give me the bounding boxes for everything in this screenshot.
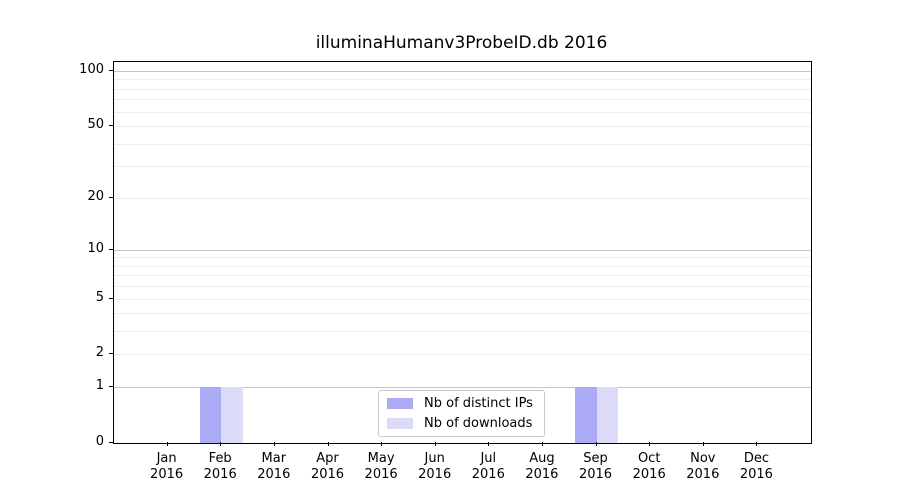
x-tick-month: Jan [156, 451, 177, 466]
x-tick-year: 2016 [686, 467, 720, 482]
x-tick-dec [756, 442, 758, 446]
x-tick-year: 2016 [310, 467, 345, 482]
x-tick-year: 2016 [739, 467, 773, 482]
x-tick-year: 2016 [418, 467, 452, 482]
x-tick-year: 2016 [364, 467, 398, 482]
legend-label-distinct-ips: Nb of distinct IPs [424, 396, 533, 411]
x-tick-sep [595, 442, 597, 446]
gridline-minor-40 [114, 143, 811, 145]
x-tick-apr [327, 442, 329, 446]
x-tick-label-feb: Feb 2016 [192, 451, 248, 483]
x-tick-label-sep: Sep 2016 [568, 451, 624, 483]
y-tick-20 [109, 196, 113, 198]
x-tick-month: May [367, 451, 395, 466]
x-tick-jan [166, 442, 168, 446]
legend-swatch-downloads [387, 418, 413, 429]
x-tick-label-dec: Dec 2016 [728, 451, 784, 483]
gridline-major-10 [114, 249, 811, 251]
y-tick-label-50: 50 [87, 117, 104, 133]
y-tick-1 [109, 386, 113, 388]
x-tick-label-oct: Oct 2016 [621, 451, 677, 483]
x-tick-label-may: May 2016 [353, 451, 409, 483]
x-tick-year: 2016 [525, 467, 559, 482]
y-tick-label-5: 5 [95, 289, 104, 305]
chart-title: illuminaHumanv3ProbeID.db 2016 [315, 33, 608, 53]
gridline-major-1 [114, 387, 811, 389]
y-tick-0 [109, 442, 113, 443]
gridline-minor-30 [114, 166, 811, 168]
x-tick-oct [649, 442, 651, 446]
x-tick-year: 2016 [471, 467, 505, 482]
gridline-minor-9 [114, 257, 811, 259]
gridline-minor-90 [114, 79, 811, 81]
x-tick-may [381, 442, 383, 446]
x-tick-label-mar: Mar 2016 [246, 451, 302, 483]
gridline-minor-3 [114, 331, 811, 333]
x-tick-year: 2016 [578, 467, 613, 482]
y-tick-50 [109, 125, 113, 127]
x-tick-month: Aug [529, 451, 555, 466]
x-tick-month: Mar [261, 451, 287, 466]
x-tick-jun [434, 442, 436, 446]
y-tick-2 [109, 353, 113, 355]
gridline-minor-60 [114, 111, 811, 113]
x-tick-year: 2016 [632, 467, 666, 482]
gridline-minor-8 [114, 265, 811, 267]
x-tick-month: Jul [480, 451, 497, 466]
x-tick-aug [541, 442, 543, 446]
y-tick-label-1: 1 [95, 378, 104, 394]
x-tick-nov [702, 442, 704, 446]
gridline-minor-6 [114, 286, 811, 288]
legend-swatch-distinct-ips [387, 398, 413, 409]
gridline-minor-4 [114, 313, 811, 315]
x-tick-month: Dec [743, 451, 769, 466]
x-tick-jul [488, 442, 490, 446]
legend-item-distinct-ips: Nb of distinct IPs [387, 395, 536, 412]
legend: Nb of distinct IPs Nb of downloads [378, 390, 545, 437]
gridline-minor-80 [114, 88, 811, 90]
gridline-minor-2 [114, 354, 811, 356]
gridline-minor-7 [114, 275, 811, 277]
x-tick-month: Oct [637, 451, 661, 466]
x-tick-month: Sep [583, 451, 608, 466]
y-tick-label-0: 0 [95, 434, 104, 449]
x-tick-label-aug: Aug 2016 [514, 451, 570, 483]
x-tick-year: 2016 [257, 467, 291, 482]
gridline-minor-20 [114, 197, 811, 199]
x-tick-month: Apr [316, 451, 339, 466]
bar-sep-distinct-ips [575, 387, 597, 443]
y-tick-100 [109, 70, 113, 71]
x-tick-month: Nov [690, 451, 716, 466]
y-tick-label-20: 20 [87, 188, 104, 204]
y-tick-label-2: 2 [95, 345, 104, 361]
gridline-minor-50 [114, 126, 811, 128]
bar-feb-downloads [221, 387, 243, 443]
y-tick-5 [109, 297, 113, 299]
x-tick-label-nov: Nov 2016 [675, 451, 731, 483]
gridline-major-100 [114, 71, 811, 72]
legend-item-downloads: Nb of downloads [387, 415, 536, 432]
bar-sep-downloads [596, 387, 618, 443]
x-tick-mar [273, 442, 275, 446]
x-tick-year: 2016 [150, 467, 184, 482]
y-tick-label-10: 10 [87, 240, 104, 256]
x-tick-label-jul: Jul 2016 [460, 451, 516, 483]
x-tick-month: Jun [424, 451, 445, 466]
x-tick-feb [220, 442, 222, 446]
x-tick-label-apr: Apr 2016 [300, 451, 356, 483]
y-tick-10 [109, 248, 113, 250]
bar-feb-distinct-ips [199, 387, 222, 443]
plot-area: Nb of distinct IPs Nb of downloads [113, 61, 812, 444]
gridline-minor-70 [114, 99, 811, 101]
legend-label-downloads: Nb of downloads [424, 416, 533, 431]
x-tick-year: 2016 [203, 467, 237, 482]
gridline-minor-5 [114, 298, 811, 300]
x-tick-month: Feb [208, 451, 232, 466]
y-tick-label-100: 100 [79, 62, 104, 77]
x-tick-label-jun: Jun 2016 [407, 451, 463, 483]
x-tick-label-jan: Jan 2016 [139, 451, 195, 483]
